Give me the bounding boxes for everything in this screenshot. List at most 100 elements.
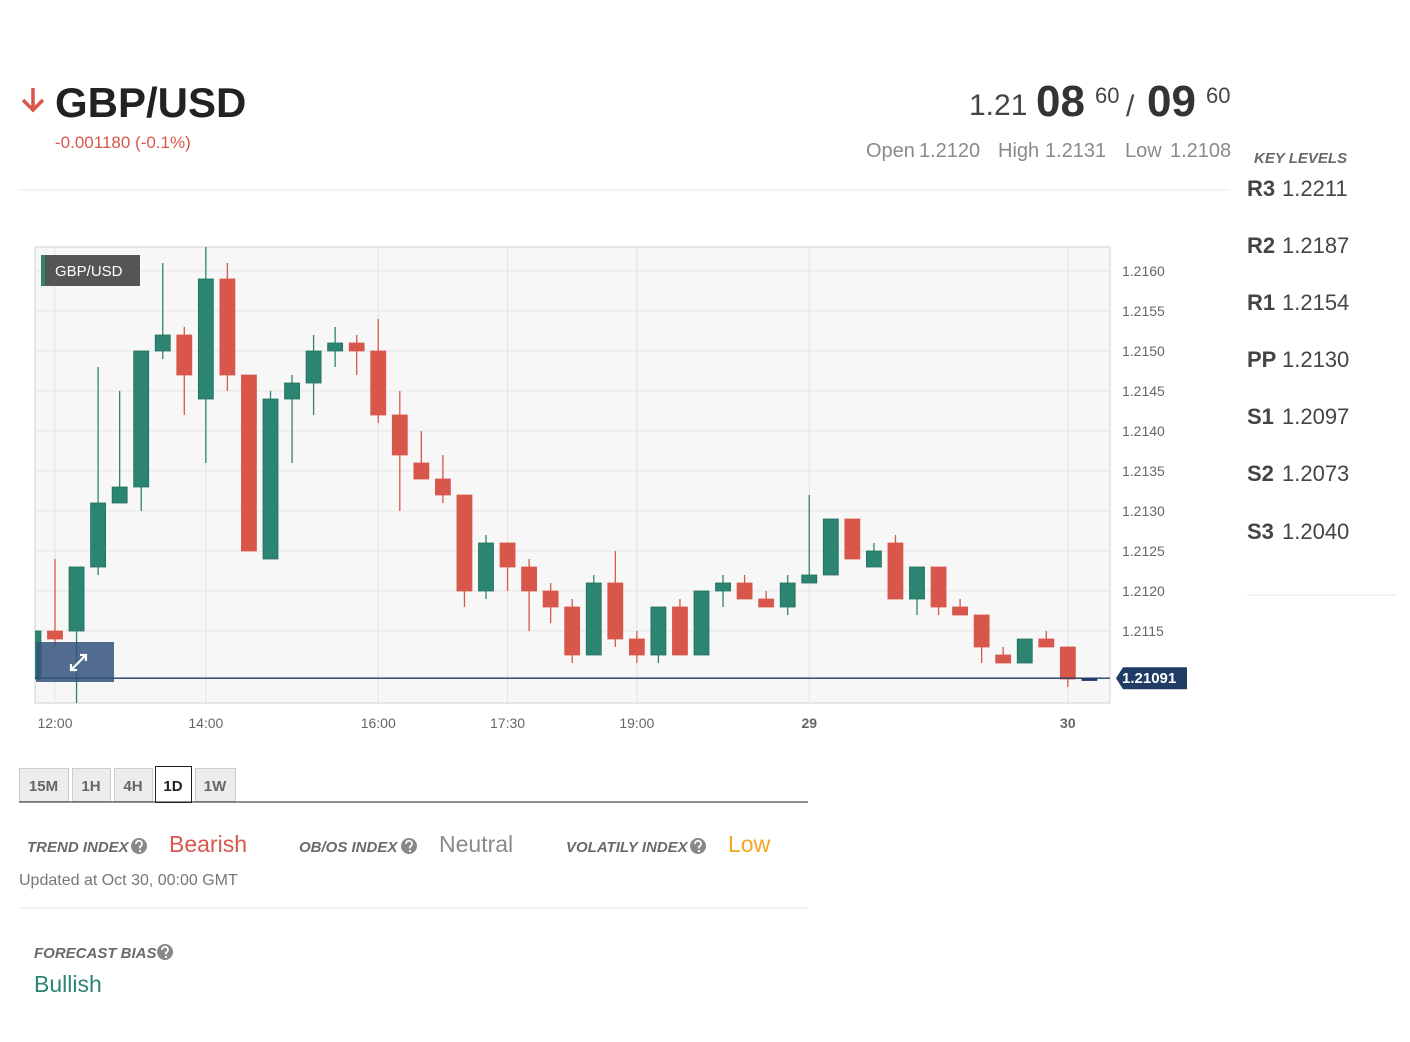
candle-body bbox=[219, 278, 236, 376]
y-tick-label: 1.2155 bbox=[1122, 303, 1165, 319]
help-icon[interactable] bbox=[131, 838, 147, 854]
expand-icon bbox=[69, 653, 88, 672]
y-tick-label: 1.2145 bbox=[1122, 383, 1165, 399]
help-circle bbox=[690, 838, 706, 854]
level-value: 1.2040 bbox=[1282, 519, 1349, 544]
price-bid-pip: 60 bbox=[1095, 83, 1119, 108]
candle-body bbox=[887, 542, 904, 600]
index-value: Bearish bbox=[169, 831, 247, 857]
candle-body bbox=[68, 566, 85, 632]
level-name: R3 bbox=[1247, 176, 1275, 201]
badge-stripe bbox=[41, 255, 45, 286]
help-circle bbox=[131, 838, 147, 854]
candle-body bbox=[370, 350, 387, 416]
index-value: Low bbox=[728, 831, 771, 857]
stat-label: High bbox=[998, 140, 1039, 162]
price-ask-pip: 60 bbox=[1206, 83, 1230, 108]
last-price-tag bbox=[1116, 667, 1187, 690]
help-dot bbox=[697, 849, 701, 853]
timeframe-label[interactable]: 4H bbox=[123, 778, 142, 795]
candle-body bbox=[154, 334, 171, 352]
candle-body bbox=[693, 590, 710, 656]
price-ask: 09 bbox=[1147, 77, 1196, 126]
candle-body bbox=[456, 494, 473, 592]
timeframe-label[interactable]: 1D bbox=[163, 778, 182, 795]
key-levels-title: KEY LEVELS bbox=[1254, 150, 1347, 167]
candle-body bbox=[1081, 678, 1098, 681]
symbol-badge bbox=[41, 255, 140, 286]
x-tick-label: 12:00 bbox=[37, 715, 72, 731]
help-mark bbox=[405, 839, 413, 849]
level-name: PP bbox=[1247, 347, 1276, 372]
timeframe-label[interactable]: 15M bbox=[29, 778, 58, 795]
candle-body bbox=[650, 606, 667, 656]
down-arrow bbox=[21, 88, 45, 113]
price-sep: / bbox=[1126, 90, 1135, 123]
level-value: 1.2154 bbox=[1282, 290, 1349, 315]
candle-body bbox=[1059, 646, 1076, 680]
x-tick-label: 19:00 bbox=[619, 715, 654, 731]
stat-label: Low bbox=[1125, 140, 1162, 162]
stat-value: 1.2120 bbox=[919, 140, 980, 162]
index-label: OB/OS INDEX bbox=[299, 839, 398, 856]
badge-label: GBP/USD bbox=[55, 263, 123, 280]
expand-button[interactable] bbox=[36, 642, 114, 682]
expand-bg bbox=[36, 642, 114, 682]
level-name: S1 bbox=[1247, 404, 1274, 429]
stat-value: 1.2131 bbox=[1045, 140, 1106, 162]
timeframe-label[interactable]: 1H bbox=[81, 778, 100, 795]
candle-body bbox=[176, 334, 193, 376]
timeframe-tab[interactable] bbox=[19, 768, 69, 802]
candle-body bbox=[241, 374, 257, 552]
candle-body bbox=[1016, 638, 1033, 664]
y-tick-label: 1.2115 bbox=[1122, 623, 1164, 639]
y-tick-label: 1.2120 bbox=[1122, 583, 1165, 599]
candle-body bbox=[822, 518, 839, 576]
candle-body bbox=[262, 398, 279, 560]
forecast-value: Bullish bbox=[34, 971, 102, 997]
timeframe-tab[interactable] bbox=[155, 766, 192, 803]
index-label: VOLATILY INDEX bbox=[566, 839, 689, 856]
timeframe-tab[interactable] bbox=[72, 768, 111, 802]
help-mark bbox=[135, 839, 143, 849]
candle-body bbox=[542, 590, 559, 608]
y-tick-label: 1.2140 bbox=[1122, 423, 1165, 439]
help-icon[interactable] bbox=[690, 838, 706, 854]
price-big: 1.21 bbox=[969, 89, 1027, 122]
level-name: S2 bbox=[1247, 461, 1274, 486]
timeframe-label[interactable]: 1W bbox=[204, 778, 227, 795]
level-name: R2 bbox=[1247, 233, 1275, 258]
candle-body bbox=[801, 574, 818, 584]
x-tick-label: 29 bbox=[801, 715, 817, 731]
candle-body bbox=[564, 606, 581, 656]
candles bbox=[35, 247, 1098, 703]
y-tick-label: 1.2160 bbox=[1122, 263, 1165, 279]
candle-body bbox=[779, 582, 796, 608]
candle-body bbox=[434, 478, 451, 496]
help-mark bbox=[694, 839, 702, 849]
candle-body bbox=[607, 582, 624, 640]
help-dot bbox=[138, 849, 142, 853]
candle-body bbox=[391, 414, 408, 456]
candle-body bbox=[327, 342, 344, 352]
index-label: TREND INDEX bbox=[27, 839, 130, 856]
forecast-label: FORECAST BIAS bbox=[34, 945, 157, 962]
candle-body bbox=[478, 542, 494, 592]
level-value: 1.2187 bbox=[1282, 233, 1349, 258]
candle-body bbox=[90, 502, 106, 568]
level-value: 1.2211 bbox=[1282, 176, 1348, 201]
candle-body bbox=[348, 342, 365, 352]
stat-label: Open bbox=[866, 140, 915, 162]
candle-body bbox=[305, 350, 322, 384]
candle-body bbox=[47, 630, 63, 640]
x-tick-label: 16:00 bbox=[361, 715, 396, 731]
last-price-label: 1.21091 bbox=[1122, 670, 1176, 687]
help-icon[interactable] bbox=[401, 838, 417, 854]
level-value: 1.2130 bbox=[1282, 347, 1349, 372]
y-tick-label: 1.2150 bbox=[1122, 343, 1165, 359]
help-icon[interactable] bbox=[157, 944, 173, 960]
candle-body bbox=[973, 614, 990, 648]
updated: Updated at Oct 30, 00:00 GMT bbox=[19, 872, 238, 889]
candle-body bbox=[715, 582, 731, 592]
candle-body bbox=[1038, 638, 1055, 648]
